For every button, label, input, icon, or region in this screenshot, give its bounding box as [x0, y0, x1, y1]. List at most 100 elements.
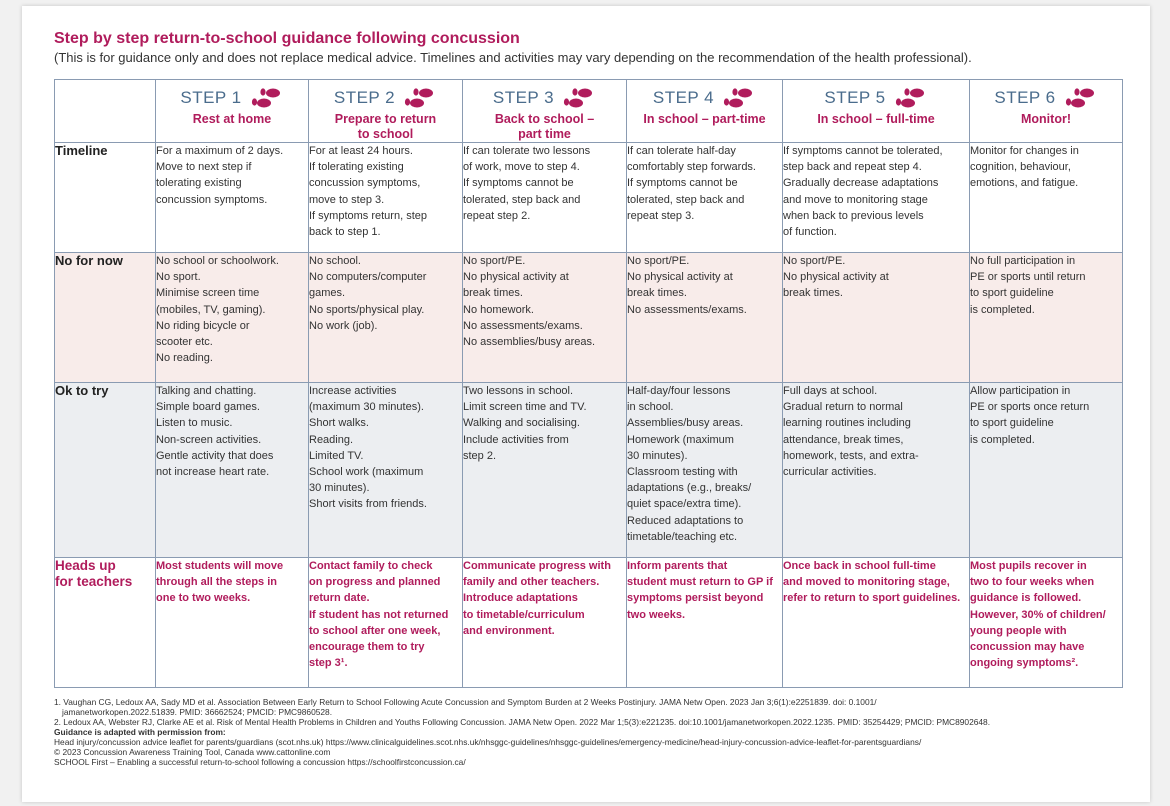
cell-line: Most students will move	[156, 560, 284, 572]
cell-line: ongoing symptoms².	[970, 657, 1079, 670]
cell-step-6: No full participation in PE or sports unt…	[969, 252, 1123, 383]
cell-line: break times.	[463, 287, 523, 300]
cell-step-4: Half-day/four lessons in school. Assemblie…	[626, 382, 783, 558]
cell-step-6: Most pupils recover in two to four weeks …	[969, 557, 1123, 688]
footprints-icon	[1065, 88, 1094, 108]
cell-line: not increase heart rate.	[156, 466, 270, 479]
cell-step-1: Talking and chatting. Simple board games.…	[155, 382, 309, 558]
cell-line: No sport/PE.	[627, 255, 690, 267]
cell-line: If symptoms cannot be	[627, 177, 738, 190]
cell-line: No school or schoolwork.	[156, 255, 279, 267]
step-header-4: STEP 4 In school – part-time	[626, 79, 783, 143]
cell-line: Reduced adaptations to	[627, 514, 744, 527]
cell-line: No assemblies/busy areas.	[463, 336, 596, 349]
cell-line: No homework.	[463, 303, 534, 316]
step-title: STEP 4	[627, 86, 782, 110]
stage-name-line: Monitor!	[1021, 112, 1071, 126]
cell-line: through all the steps in	[156, 576, 278, 589]
cell-line: cognition, behaviour,	[970, 161, 1071, 174]
cell-line: and move to monitoring stage	[783, 193, 928, 206]
step-header-6: STEP 6 Monitor!	[969, 79, 1123, 143]
step-header-2: STEP 2 Prepare to return to school	[308, 79, 463, 143]
cell-line: of work, move to step 4.	[463, 161, 580, 174]
cell-line: guidance is followed.	[970, 592, 1082, 605]
cell-line: PE or sports once return	[970, 401, 1090, 414]
cell-line: Reading.	[309, 433, 354, 446]
cell-line: No full participation in	[970, 255, 1076, 267]
step-title: STEP 2	[309, 86, 462, 110]
cell-line: If symptoms return, step	[309, 209, 427, 222]
cell-line: Assemblies/busy areas.	[627, 417, 744, 430]
cell-line: Walking and socialising.	[463, 417, 580, 430]
stage-name: Monitor!	[970, 112, 1122, 127]
cell-line: No sport/PE.	[783, 255, 846, 267]
cell-line: No work (job).	[309, 319, 378, 332]
cell-line: learning routines including	[783, 417, 911, 430]
step-label: STEP 4	[652, 88, 715, 107]
cell-step-6: Monitor for changes in cognition, behavio…	[969, 142, 1123, 253]
cell-line: Increase activities	[309, 385, 397, 397]
cell-line: Minimise screen time	[156, 287, 260, 300]
footnote-line: Guidance is adapted with permission from…	[54, 727, 226, 737]
cell-step-6: Allow participation in PE or sports once …	[969, 382, 1123, 558]
row-timeline: Timeline For a maximum of 2 days. Move to …	[54, 142, 1123, 253]
cell-line: comfortably step forwards.	[627, 161, 756, 174]
stage-name-line: part time	[518, 127, 571, 141]
cell-line: No riding bicycle or	[156, 319, 250, 332]
cell-line: If symptoms cannot be	[463, 177, 574, 190]
cell-line: refer to return to sport guidelines.	[783, 592, 961, 605]
cell-line: Non-screen activities.	[156, 433, 262, 446]
row-label: Timeline	[54, 142, 156, 253]
cell-line: However, 30% of children/	[970, 608, 1106, 621]
row-label: Heads up for teachers	[54, 557, 156, 688]
cell-line: No school.	[309, 255, 361, 267]
step-header-5: STEP 5 In school – full-time	[782, 79, 970, 143]
cell-line: If can tolerate half-day	[627, 145, 736, 157]
row-label-line: for teachers	[55, 574, 133, 589]
cell-step-2: For at least 24 hours. If tolerating exis…	[308, 142, 463, 253]
cell-line: family and other teachers.	[463, 576, 600, 589]
cell-line: move to step 3.	[309, 193, 385, 206]
cell-line: Allow participation in	[970, 385, 1071, 397]
cell-line: return date.	[309, 592, 370, 605]
cell-line: No physical activity at	[783, 271, 889, 284]
stage-name: Rest at home	[156, 112, 308, 127]
step-header-row: STEP 1 Rest at home STEP 2 Prepare to retur…	[54, 79, 1123, 143]
cell-line: of function.	[783, 226, 837, 239]
cell-line: No sports/physical play.	[309, 303, 425, 316]
cell-line: PE or sports until return	[970, 271, 1086, 284]
footnote-line: © 2023 Concussion Awareness Training Too…	[54, 747, 331, 757]
cell-line: to sport guideline	[970, 287, 1054, 300]
stage-name-line: In school – full-time	[817, 112, 935, 126]
cell-line: Homework (maximum	[627, 433, 734, 446]
cell-line: to school after one week,	[309, 624, 441, 637]
row-label-line: Heads up	[55, 558, 116, 573]
cell-line: If can tolerate two lessons	[463, 145, 591, 157]
cell-line: Full days at school.	[783, 385, 878, 397]
page-title: Step by step return-to-school guidance f…	[54, 30, 520, 47]
cell-line: No physical activity at	[463, 271, 569, 284]
footnote-line: SCHOOL First – Enabling a successful ret…	[54, 757, 466, 767]
stage-name: Prepare to return to school	[309, 112, 462, 142]
corner-cell	[54, 79, 156, 143]
cell-line: No reading.	[156, 352, 213, 365]
row-label: No for now	[54, 252, 156, 383]
guidance-table: STEP 1 Rest at home STEP 2 Prepare to retur…	[54, 79, 1123, 688]
cell-line: games.	[309, 287, 346, 300]
cell-step-5: Once back in school full-time and moved t…	[782, 557, 970, 688]
cell-line: two to four weeks when	[970, 576, 1095, 589]
cell-line: School work (maximum	[309, 466, 424, 479]
cell-line: Simple board games.	[156, 401, 260, 414]
cell-line: young people with	[970, 624, 1067, 637]
step-header-3: STEP 3 Back to school – part time	[462, 79, 627, 143]
cell-line: No computers/computer	[309, 271, 427, 284]
row-label-line: Timeline	[55, 143, 108, 158]
cell-line: If tolerating existing	[309, 161, 404, 174]
cell-line: is completed.	[970, 433, 1035, 446]
cell-line: concussion symptoms,	[309, 177, 421, 190]
cell-step-1: For a maximum of 2 days. Move to next ste…	[155, 142, 309, 253]
cell-line: is completed.	[970, 303, 1035, 316]
cell-step-4: No sport/PE. No physical activity at break…	[626, 252, 783, 383]
row-label-line: No for now	[55, 253, 123, 268]
cell-step-3: No sport/PE. No physical activity at break…	[462, 252, 627, 383]
